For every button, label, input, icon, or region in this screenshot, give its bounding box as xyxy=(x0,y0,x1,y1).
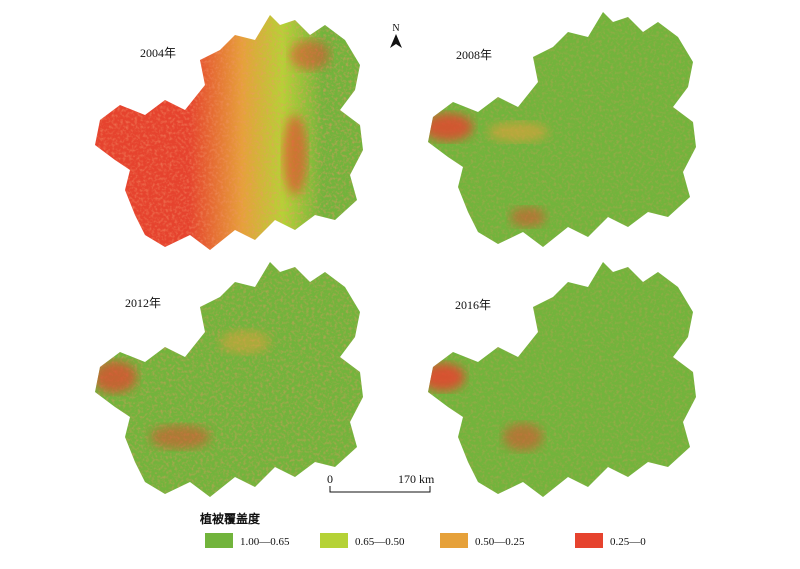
map-2016: 2016年 xyxy=(428,262,696,497)
map-2012: 2012年 xyxy=(95,262,363,497)
legend-swatch xyxy=(575,533,603,548)
legend-label: 0.65—0.50 xyxy=(355,536,405,548)
scale-start: 0 xyxy=(327,472,333,486)
scale-bar: 0 170 km xyxy=(327,472,435,493)
map-2004: 2004年 xyxy=(95,15,363,250)
scale-end: 170 km xyxy=(398,472,435,486)
scale-line xyxy=(329,486,431,493)
legend-label: 0.50—0.25 xyxy=(475,536,525,548)
year-label: 2016年 xyxy=(455,298,491,312)
north-label: N xyxy=(392,23,399,34)
year-label: 2012年 xyxy=(125,296,161,310)
legend-label: 0.25—0 xyxy=(610,536,646,548)
map-2008: 2008年 xyxy=(428,12,696,247)
legend-label: 1.00—0.65 xyxy=(240,536,290,548)
texture xyxy=(428,262,696,497)
legend-swatch xyxy=(320,533,348,548)
year-label: 2004年 xyxy=(140,46,176,60)
legend-title: 植被覆盖度 xyxy=(199,511,261,526)
arrow xyxy=(390,34,402,48)
legend: 植被覆盖度 1.00—0.65 0.65—0.50 0.50—0.25 0.25—0 xyxy=(199,511,646,548)
texture xyxy=(95,15,363,250)
north-arrow: N xyxy=(390,23,402,48)
year-label: 2008年 xyxy=(456,48,492,62)
legend-swatch xyxy=(440,533,468,548)
legend-swatch xyxy=(205,533,233,548)
